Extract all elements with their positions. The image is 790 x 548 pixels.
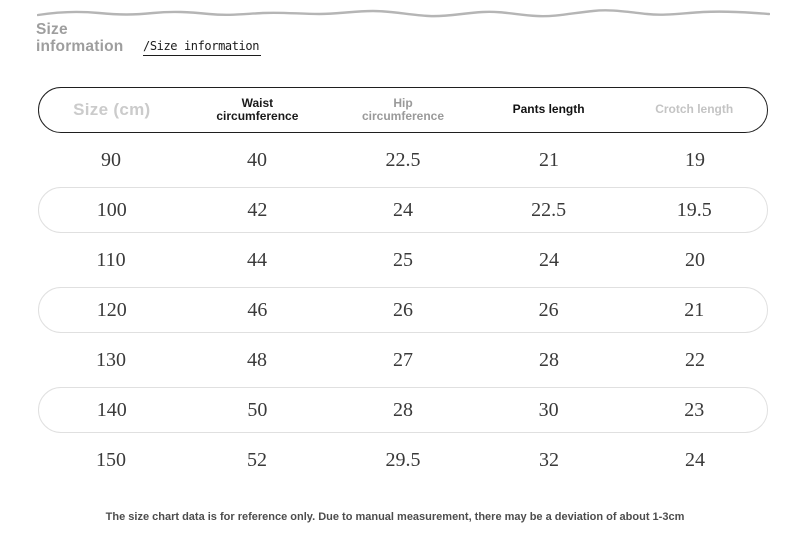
cell-waist: 40 — [247, 148, 267, 171]
cell-crotch: 19 — [685, 148, 705, 171]
cell-size: 140 — [96, 398, 127, 421]
cell-size: 100 — [96, 198, 127, 221]
table-row-130: 130 48 27 28 22 — [38, 335, 768, 385]
cell-waist: 52 — [247, 448, 267, 471]
cell-waist: 46 — [247, 298, 268, 321]
footer-note: The size chart data is for reference onl… — [105, 511, 685, 523]
size-table: Size (cm) Waist circumference Hip circum… — [38, 87, 768, 485]
cell-size: 110 — [96, 248, 126, 271]
cell-hip: 28 — [392, 398, 413, 421]
cell-size: 150 — [96, 448, 126, 471]
column-header-hip: Hip circumference — [361, 95, 445, 123]
cell-pants: 24 — [539, 248, 559, 271]
cell-hip: 22.5 — [385, 148, 421, 171]
table-header-row: Size (cm) Waist circumference Hip circum… — [38, 87, 768, 133]
cell-hip: 29.5 — [385, 448, 421, 471]
page-subtitle-annotation: /Size information — [143, 39, 262, 56]
cell-pants: 22.5 — [531, 198, 567, 221]
cell-hip: 26 — [392, 298, 413, 321]
cell-hip: 25 — [393, 248, 413, 271]
cell-hip: 24 — [392, 198, 413, 221]
cell-hip: 27 — [393, 348, 413, 371]
column-header-waist: Waist circumference — [216, 95, 299, 123]
cell-waist: 48 — [247, 348, 267, 371]
cell-crotch: 24 — [685, 448, 705, 471]
cell-pants: 28 — [539, 348, 559, 371]
cell-size: 90 — [101, 148, 121, 171]
table-row-110: 110 44 25 24 20 — [38, 235, 768, 285]
table-row-140: 140 50 28 30 23 — [38, 387, 768, 433]
cell-pants: 26 — [538, 298, 559, 321]
table-row-150: 150 52 29.5 32 24 — [38, 435, 768, 485]
cell-crotch: 21 — [684, 298, 705, 321]
table-row-120: 120 46 26 26 21 — [38, 287, 768, 333]
table-body: 90 40 22.5 21 19 100 42 24 22.5 19.5 110… — [38, 135, 768, 485]
cell-waist: 44 — [247, 248, 267, 271]
column-header-crotch: Crotch length — [655, 102, 734, 117]
table-row-100: 100 42 24 22.5 19.5 — [38, 187, 768, 233]
cell-waist: 42 — [247, 198, 268, 221]
cell-pants: 30 — [538, 398, 559, 421]
page-title: Size information — [36, 21, 124, 55]
cell-crotch: 19.5 — [676, 198, 712, 221]
table-row-90: 90 40 22.5 21 19 — [38, 135, 768, 185]
column-header-pants: Pants length — [512, 102, 585, 117]
cell-size: 130 — [96, 348, 126, 371]
cell-pants: 21 — [539, 148, 559, 171]
column-header-size: Size (cm) — [73, 100, 151, 120]
cell-pants: 32 — [539, 448, 559, 471]
cell-crotch: 23 — [684, 398, 705, 421]
cell-waist: 50 — [247, 398, 268, 421]
wavy-divider-icon — [37, 9, 770, 18]
cell-crotch: 22 — [685, 348, 705, 371]
cell-crotch: 20 — [685, 248, 705, 271]
cell-size: 120 — [96, 298, 127, 321]
